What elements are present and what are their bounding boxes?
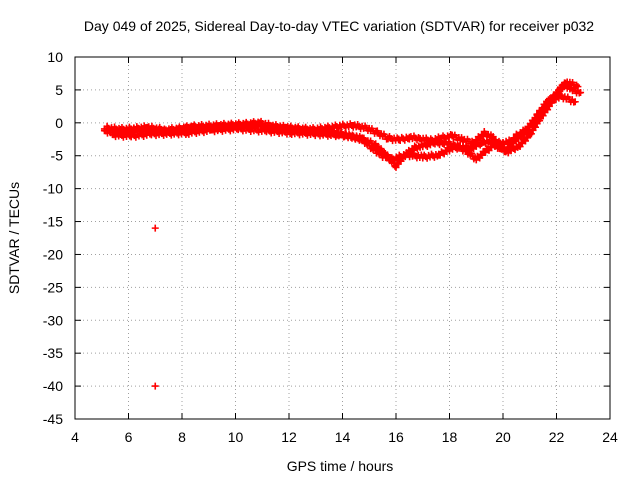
x-axis-title: GPS time / hours xyxy=(287,458,394,474)
data-point xyxy=(435,151,443,159)
data-point xyxy=(261,127,269,135)
data-point xyxy=(437,134,445,142)
data-point xyxy=(336,122,344,130)
data-point xyxy=(403,150,411,158)
data-point xyxy=(480,148,488,156)
data-point xyxy=(167,129,175,137)
data-series xyxy=(100,78,585,390)
data-point xyxy=(472,155,480,163)
data-point xyxy=(392,162,400,170)
data-point xyxy=(405,133,413,141)
data-point xyxy=(357,135,365,143)
data-point xyxy=(373,129,381,137)
data-point xyxy=(427,137,435,145)
y-axis-title: SDTVAR / TECUs xyxy=(6,182,22,294)
data-point xyxy=(544,96,552,104)
data-point xyxy=(363,124,371,132)
data-point xyxy=(368,144,376,152)
data-point xyxy=(480,129,488,137)
data-point xyxy=(322,124,330,132)
data-point xyxy=(558,92,566,100)
data-point xyxy=(523,125,531,133)
data-point xyxy=(416,135,424,143)
data-marker xyxy=(573,81,581,89)
data-point xyxy=(534,111,542,119)
y-tick-label: -40 xyxy=(43,378,63,394)
x-tick-label: 6 xyxy=(125,429,133,445)
data-point xyxy=(130,125,138,133)
data-point xyxy=(341,131,349,139)
y-tick-label: -35 xyxy=(43,345,63,361)
data-point xyxy=(108,131,116,139)
series-sdtvar-band-c xyxy=(108,91,579,164)
data-point xyxy=(502,146,510,154)
data-point xyxy=(456,143,464,151)
series-outliers xyxy=(151,224,159,390)
y-tick-label: -45 xyxy=(43,411,63,427)
data-point xyxy=(314,130,322,138)
data-point xyxy=(288,129,296,137)
data-point xyxy=(467,144,475,152)
data-point xyxy=(151,382,159,390)
y-tick-label: -25 xyxy=(43,279,63,295)
data-point xyxy=(448,132,456,140)
data-point xyxy=(486,137,494,145)
data-point xyxy=(103,124,111,132)
data-point xyxy=(146,130,154,138)
data-point xyxy=(515,142,523,150)
data-point xyxy=(242,120,250,128)
data-point xyxy=(574,83,582,91)
x-tick-label: 24 xyxy=(602,429,618,445)
data-point xyxy=(478,139,486,147)
data-point xyxy=(419,153,427,161)
data-point xyxy=(379,152,387,160)
y-tick-label: 5 xyxy=(55,82,63,98)
y-tick-label: -5 xyxy=(51,148,64,164)
x-tick-label: 22 xyxy=(549,429,565,445)
x-tick-label: 12 xyxy=(281,429,297,445)
x-tick-label: 18 xyxy=(442,429,458,445)
data-point xyxy=(389,155,397,163)
data-point xyxy=(256,119,264,127)
data-point xyxy=(127,132,135,140)
data-point xyxy=(555,86,563,94)
data-point xyxy=(207,126,215,134)
data-point xyxy=(143,123,151,131)
x-tick-label: 16 xyxy=(388,429,404,445)
data-point xyxy=(459,136,467,144)
data-point xyxy=(446,145,453,153)
data-point xyxy=(512,132,520,140)
data-point xyxy=(384,134,392,142)
y-tick-label: -20 xyxy=(43,246,63,262)
data-point xyxy=(577,89,585,97)
data-point xyxy=(526,131,534,139)
y-tick-label: 10 xyxy=(47,49,63,65)
data-point xyxy=(571,98,579,106)
data-point xyxy=(395,136,403,144)
x-tick-label: 14 xyxy=(335,429,351,445)
data-point xyxy=(234,125,242,133)
data-point xyxy=(563,78,571,86)
x-tick-label: 20 xyxy=(495,429,511,445)
data-point xyxy=(151,224,159,232)
data-marker xyxy=(556,91,564,99)
y-tick-label: -10 xyxy=(43,181,63,197)
y-tick-label: -30 xyxy=(43,312,63,328)
data-point xyxy=(183,129,191,137)
chart-title: Day 049 of 2025, Sidereal Day-to-day VTE… xyxy=(84,18,594,34)
data-point xyxy=(494,143,502,151)
data-point xyxy=(411,144,419,152)
data-point xyxy=(419,142,427,150)
x-tick-label: 4 xyxy=(71,429,79,445)
grid xyxy=(75,57,610,419)
x-tick-label: 8 xyxy=(178,429,186,445)
data-point xyxy=(349,121,357,129)
axis-ticks: 4 6 8 10 12 14 16 18 20 22 24 10 5 0 -5 -10 -15 -20 -25 -30… xyxy=(43,49,618,445)
y-tick-label: -15 xyxy=(43,214,63,230)
y-tick-label: 0 xyxy=(55,115,63,131)
plot-frame xyxy=(74,56,611,420)
x-tick-label: 10 xyxy=(228,429,244,445)
